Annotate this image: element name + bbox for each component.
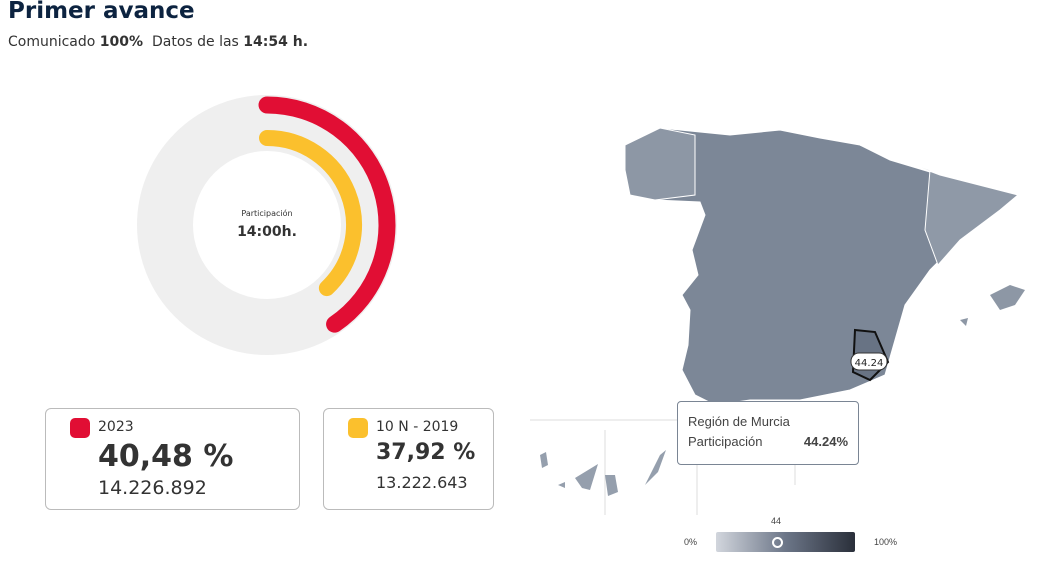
card-2019: 10 N - 2019 37,92 % 13.222.643 — [323, 408, 494, 510]
card-year: 10 N - 2019 — [376, 419, 459, 435]
card-pct: 37,92 % — [376, 440, 476, 465]
legend-marker — [772, 537, 784, 548]
page-title: Primer avance — [8, 0, 195, 24]
donut-center-label: Participación — [241, 208, 292, 218]
data-time: 14:54 h. — [243, 34, 309, 50]
color-swatch — [70, 418, 90, 438]
legend-min: 0% — [684, 537, 698, 547]
card-pct: 40,48 % — [98, 439, 234, 474]
card-year: 2023 — [98, 419, 134, 435]
legend-value-label: 44 — [771, 516, 782, 526]
card-votes: 13.222.643 — [376, 473, 468, 492]
legend-max: 100% — [874, 537, 898, 547]
region-tooltip: Región de Murcia Participación 44.24% — [677, 401, 859, 465]
reported-pct: 100% — [99, 34, 144, 50]
region-baleares[interactable] — [990, 285, 1025, 310]
color-scale-bar — [716, 532, 855, 552]
donut-center-time: 14:00h. — [237, 224, 297, 240]
time-label: Datos de las — [151, 34, 239, 50]
color-swatch — [348, 418, 368, 438]
region-cataluna[interactable] — [859, 144, 1020, 266]
subtitle: Comunicado 100% Datos de las 14:54 h. — [8, 34, 308, 50]
murcia-marker — [850, 352, 888, 371]
tooltip-region: Región de Murcia — [688, 414, 790, 429]
arc-2023 — [258, 96, 396, 333]
arc-2019 — [259, 130, 362, 297]
tooltip-label: Participación — [688, 434, 763, 449]
marker-value: 44.24 — [855, 358, 884, 369]
canary-islands[interactable] — [540, 450, 666, 496]
card-2023: 2023 40,48 % 14.226.892 — [45, 408, 300, 510]
region-galicia[interactable] — [624, 127, 696, 201]
reported-label: Comunicado — [8, 34, 96, 50]
spain-map: 44.24 — [530, 127, 1025, 515]
participation-donut: Participación 14:00h. — [137, 95, 397, 355]
donut-track — [137, 95, 397, 355]
card-votes: 14.226.892 — [98, 477, 207, 499]
peninsula-region[interactable] — [624, 127, 1020, 406]
tooltip-value: 44.24% — [803, 434, 848, 449]
